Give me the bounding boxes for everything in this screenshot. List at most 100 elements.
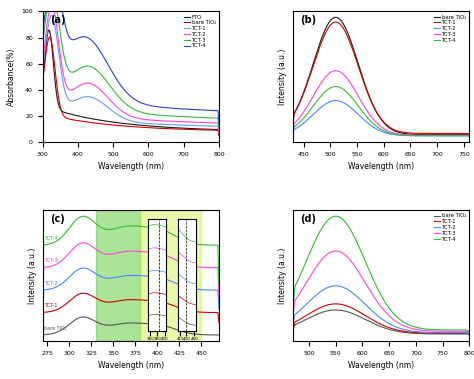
TCT-3 <box>291 310 296 314</box>
Line: TCT-3: TCT-3 <box>43 11 219 128</box>
TCT-3 <box>291 124 296 129</box>
Line: TCT-2: TCT-2 <box>43 11 219 131</box>
bare TiO₂ <box>291 116 296 121</box>
TCT-3 <box>399 132 404 136</box>
TCT-2 <box>333 98 338 103</box>
FTO <box>173 125 179 130</box>
Line: TCT-3: TCT-3 <box>293 251 469 334</box>
bare TiO₂ <box>396 130 401 135</box>
TCT-1 <box>173 123 179 127</box>
TCT-1 <box>290 326 296 331</box>
TCT-1 <box>466 332 472 337</box>
TCT-2 <box>439 330 445 335</box>
Text: bare TiO₂: bare TiO₂ <box>45 326 67 331</box>
bare TiO₂ <box>158 126 164 131</box>
bare TiO₂ <box>439 132 445 137</box>
bare TiO₂ <box>144 125 150 130</box>
X-axis label: Wavelength (nm): Wavelength (nm) <box>98 362 164 370</box>
TCT-1 <box>158 122 164 127</box>
TCT-2 <box>395 133 401 137</box>
TCT-4 <box>291 300 296 304</box>
TCT-4 <box>450 133 456 138</box>
TCT-2 <box>466 134 472 139</box>
Line: TCT-1: TCT-1 <box>293 304 469 335</box>
TCT-2 <box>291 319 296 324</box>
TCT-4 <box>85 36 91 40</box>
TCT-2 <box>439 133 445 138</box>
bare TiO₂ <box>439 332 445 336</box>
bare TiO₂ <box>395 130 401 135</box>
TCT-4 <box>396 133 401 137</box>
Y-axis label: Intensity (a.u.): Intensity (a.u.) <box>28 247 37 304</box>
TCT-4 <box>466 330 472 335</box>
TCT-4 <box>395 316 401 320</box>
TCT-1 <box>399 329 404 333</box>
Line: TCT-2: TCT-2 <box>293 100 469 136</box>
TCT-3 <box>216 126 222 131</box>
TCT-4 <box>439 327 445 332</box>
TCT-1 <box>291 116 296 121</box>
bare TiO₂ <box>85 120 91 124</box>
TCT-3 <box>71 69 77 74</box>
bare TiO₂ <box>466 133 472 138</box>
Text: TCT-4: TCT-4 <box>45 236 58 241</box>
Y-axis label: Intensity (a.u.): Intensity (a.u.) <box>278 49 287 105</box>
FTO <box>144 124 150 128</box>
TCT-3 <box>173 114 179 119</box>
TCT-1 <box>40 96 46 101</box>
TCT-2 <box>396 326 401 330</box>
bare TiO₂ <box>71 118 77 122</box>
TCT-3 <box>85 64 91 68</box>
bare TiO₂ <box>47 35 53 39</box>
bare TiO₂ <box>173 127 179 131</box>
TCT-2 <box>395 326 401 330</box>
Line: TCT-3: TCT-3 <box>293 71 469 136</box>
TCT-3 <box>290 127 296 132</box>
TCT-4 <box>120 86 126 90</box>
bare TiO₂ <box>396 329 401 334</box>
bare TiO₂ <box>450 132 456 137</box>
TCT-4 <box>71 38 77 42</box>
TCT-2 <box>85 81 91 85</box>
TCT-1 <box>144 121 150 126</box>
Line: bare TiO₂: bare TiO₂ <box>43 37 219 135</box>
bare TiO₂ <box>290 328 296 332</box>
Text: TCT-3: TCT-3 <box>45 258 58 263</box>
TCT-4 <box>333 84 338 89</box>
TCT-1 <box>333 20 338 24</box>
TCT-1 <box>450 331 456 335</box>
TCT-1 <box>439 331 445 335</box>
bare TiO₂ <box>333 308 338 312</box>
Line: FTO: FTO <box>43 30 219 135</box>
TCT-4 <box>399 133 404 138</box>
bare TiO₂ <box>395 329 401 334</box>
TCT-3 <box>396 321 401 326</box>
Line: TCT-4: TCT-4 <box>43 11 219 124</box>
TCT-4 <box>291 127 296 132</box>
TCT-3 <box>450 133 456 138</box>
TCT-3 <box>395 321 401 325</box>
TCT-2 <box>40 92 46 97</box>
TCT-1 <box>395 129 401 133</box>
X-axis label: Wavelength (nm): Wavelength (nm) <box>348 163 414 171</box>
TCT-2 <box>291 129 296 133</box>
Line: TCT-1: TCT-1 <box>293 22 469 135</box>
TCT-3 <box>144 111 150 116</box>
Text: (d): (d) <box>300 214 316 224</box>
TCT-2 <box>450 330 456 335</box>
Legend: FTO, bare TiO₂, TCT-1, TCT-2, TCT-3, TCT-4: FTO, bare TiO₂, TCT-1, TCT-2, TCT-3, TCT… <box>182 13 218 51</box>
TCT-3 <box>439 329 445 334</box>
FTO <box>71 113 77 117</box>
TCT-3 <box>395 132 401 136</box>
TCT-1 <box>216 131 222 135</box>
TCT-1 <box>333 302 338 306</box>
bare TiO₂ <box>399 131 404 135</box>
Line: bare TiO₂: bare TiO₂ <box>293 310 469 335</box>
TCT-2 <box>399 327 404 331</box>
TCT-1 <box>120 115 126 120</box>
TCT-1 <box>290 121 296 126</box>
Line: TCT-4: TCT-4 <box>293 86 469 136</box>
Line: TCT-4: TCT-4 <box>293 216 469 333</box>
bare TiO₂ <box>120 124 126 128</box>
TCT-3 <box>45 9 51 14</box>
